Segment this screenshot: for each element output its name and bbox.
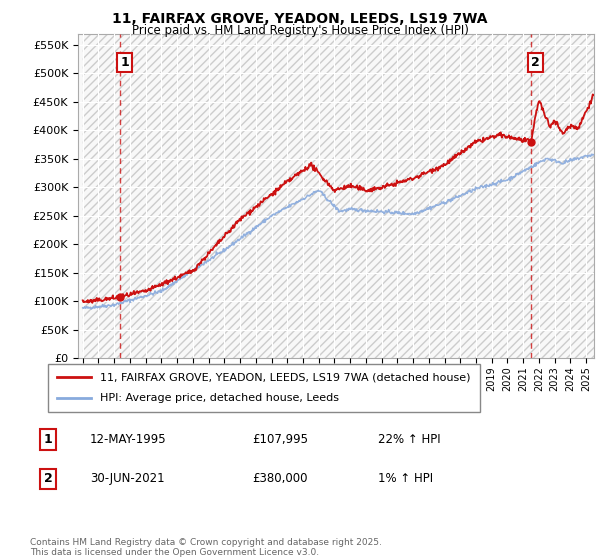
Text: 2: 2	[44, 472, 52, 486]
Text: 11, FAIRFAX GROVE, YEADON, LEEDS, LS19 7WA: 11, FAIRFAX GROVE, YEADON, LEEDS, LS19 7…	[112, 12, 488, 26]
Text: HPI: Average price, detached house, Leeds: HPI: Average price, detached house, Leed…	[100, 393, 339, 403]
Text: £380,000: £380,000	[252, 472, 308, 486]
Text: £107,995: £107,995	[252, 433, 308, 446]
Text: 11, FAIRFAX GROVE, YEADON, LEEDS, LS19 7WA (detached house): 11, FAIRFAX GROVE, YEADON, LEEDS, LS19 7…	[100, 372, 470, 382]
Text: 12-MAY-1995: 12-MAY-1995	[90, 433, 167, 446]
Text: 22% ↑ HPI: 22% ↑ HPI	[378, 433, 440, 446]
Text: Contains HM Land Registry data © Crown copyright and database right 2025.
This d: Contains HM Land Registry data © Crown c…	[30, 538, 382, 557]
Text: 1: 1	[44, 433, 52, 446]
Text: 1: 1	[120, 57, 129, 69]
Text: 1% ↑ HPI: 1% ↑ HPI	[378, 472, 433, 486]
Text: 2: 2	[531, 57, 540, 69]
Text: Price paid vs. HM Land Registry's House Price Index (HPI): Price paid vs. HM Land Registry's House …	[131, 24, 469, 36]
Text: 30-JUN-2021: 30-JUN-2021	[90, 472, 164, 486]
FancyBboxPatch shape	[48, 364, 480, 412]
